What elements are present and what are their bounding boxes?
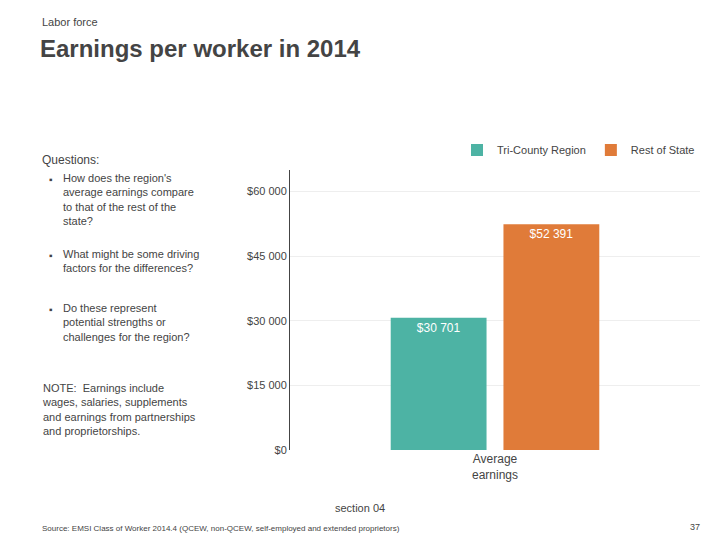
svg-text:NOTE: Earnings includewages,: NOTE: Earnings includewages, salaries, s… bbox=[42, 382, 196, 437]
svg-text:$30 701: $30 701 bbox=[417, 321, 461, 335]
svg-text:$60 000: $60 000 bbox=[247, 185, 287, 197]
svg-text:▪: ▪ bbox=[49, 304, 53, 315]
svg-text:How does the region'saverage e: How does the region'saverage earnings co… bbox=[63, 172, 194, 227]
svg-text:Tri-County Region: Tri-County Region bbox=[497, 144, 586, 156]
svg-text:Questions:: Questions: bbox=[42, 153, 99, 167]
svg-text:$52 391: $52 391 bbox=[530, 227, 574, 241]
svg-text:▪: ▪ bbox=[49, 250, 53, 261]
svg-text:Rest of State: Rest of State bbox=[631, 144, 695, 156]
svg-text:Source: EMSI Class of Worker 2: Source: EMSI Class of Worker 2014.4 (QCE… bbox=[42, 524, 400, 533]
svg-text:Labor force: Labor force bbox=[42, 16, 98, 28]
svg-text:Averageearnings: Averageearnings bbox=[472, 452, 518, 482]
svg-text:What might be some drivingfact: What might be some drivingfactors for th… bbox=[63, 248, 199, 274]
svg-text:$0: $0 bbox=[275, 444, 287, 456]
svg-text:$30 000: $30 000 bbox=[247, 315, 287, 327]
svg-text:Earnings per worker in 2014: Earnings per worker in 2014 bbox=[40, 35, 361, 62]
svg-text:section 04: section 04 bbox=[335, 502, 385, 514]
svg-text:▪: ▪ bbox=[49, 174, 53, 185]
svg-text:$45 000: $45 000 bbox=[247, 250, 287, 262]
svg-text:$15 000: $15 000 bbox=[247, 379, 287, 391]
svg-text:37: 37 bbox=[690, 522, 700, 532]
svg-text:Do these representpotential st: Do these representpotential strengths or… bbox=[63, 302, 190, 343]
